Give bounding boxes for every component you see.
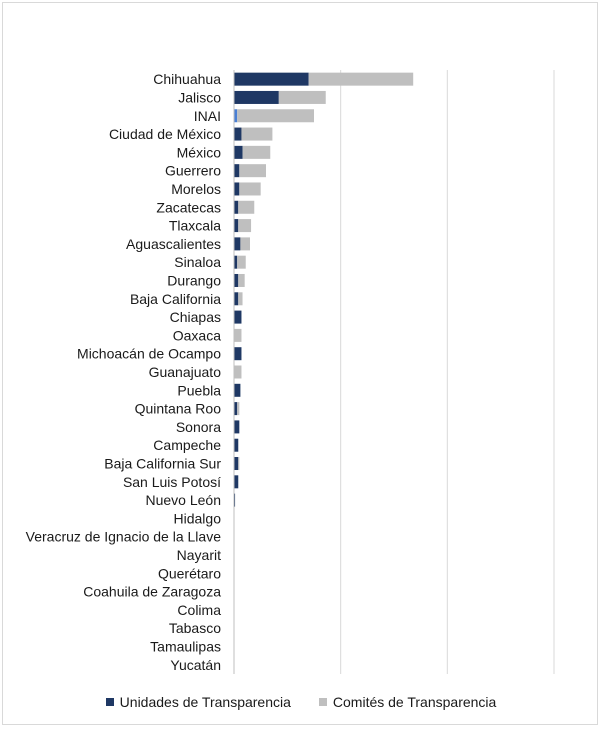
category-label: Quintana Roo: [135, 401, 222, 417]
bar-comites: [278, 90, 326, 104]
category-label: Sonora: [176, 419, 221, 435]
bar-comites: [237, 109, 314, 123]
category-label: Chiapas: [170, 309, 221, 325]
category-label: Oaxaca: [173, 327, 221, 343]
category-label: INAI: [194, 108, 221, 124]
bar-unidades: [234, 347, 242, 361]
legend-label-unidades: Unidades de Transparencia: [119, 694, 291, 710]
bar-unidades: [234, 273, 239, 287]
legend-item-unidades: Unidades de Transparencia: [105, 694, 291, 710]
category-label: Campeche: [153, 437, 221, 453]
bar-unidades: [234, 438, 239, 452]
bar-unidades: [234, 475, 239, 489]
category-label: Baja California: [130, 291, 221, 307]
bar-comites: [240, 237, 250, 251]
bar-comites: [234, 328, 242, 342]
bar-comites: [238, 457, 240, 471]
legend-item-comites: Comités de Transparencia: [318, 694, 497, 710]
category-label: Morelos: [171, 181, 221, 197]
category-label: Nayarit: [177, 547, 221, 563]
category-label: Veracruz de Ignacio de la Llave: [26, 529, 222, 545]
bar-comites: [241, 127, 273, 141]
bar-unidades: [234, 255, 238, 269]
bar-unidades: [234, 109, 238, 123]
category-label: Durango: [167, 272, 221, 288]
bars: [234, 72, 414, 507]
category-label: San Luis Potosí: [123, 474, 221, 490]
bar-unidades: [234, 420, 240, 434]
category-label: Aguascalientes: [126, 236, 221, 252]
bar-unidades: [234, 237, 241, 251]
bar-unidades: [234, 402, 238, 416]
bar-comites: [237, 402, 240, 416]
category-label: Guerrero: [165, 163, 221, 179]
bar-unidades: [234, 292, 239, 306]
bar-comites: [239, 164, 266, 178]
bar-unidades: [234, 383, 241, 397]
category-label: Guanajuato: [149, 364, 222, 380]
category-label: Nuevo León: [145, 492, 221, 508]
bar-unidades: [234, 72, 309, 86]
bar-unidades: [234, 493, 236, 507]
category-labels: Chihuahua Jalisco INAI Ciudad de México Méxi…: [26, 71, 222, 673]
category-label: Tlaxcala: [169, 218, 221, 234]
category-label: Puebla: [177, 382, 221, 398]
bar-comites: [238, 219, 252, 233]
bar-comites: [234, 365, 242, 379]
gridlines: [340, 70, 555, 674]
category-label: Zacatecas: [156, 199, 221, 215]
category-label: Chihuahua: [153, 71, 221, 87]
category-label: Jalisco: [178, 89, 221, 105]
category-label: Tamaulipas: [150, 639, 221, 655]
category-label: Sinaloa: [174, 254, 221, 270]
category-label: México: [177, 144, 222, 160]
legend-swatch-unidades: [105, 698, 114, 706]
bar-unidades: [234, 200, 239, 214]
bar-comites: [238, 292, 243, 306]
category-label: Baja California Sur: [104, 456, 221, 472]
bar-unidades: [234, 457, 239, 471]
category-label: Colima: [177, 602, 221, 618]
bar-comites: [239, 182, 261, 196]
bar-unidades: [234, 127, 242, 141]
category-label: Hidalgo: [174, 510, 222, 526]
bar-unidades: [234, 90, 279, 104]
category-label: Coahuila de Zaragoza: [83, 584, 221, 600]
category-label: Michoacán de Ocampo: [77, 346, 221, 362]
bar-unidades: [234, 182, 240, 196]
bar-unidades: [234, 219, 239, 233]
category-label: Yucatán: [170, 657, 221, 673]
bar-comites: [238, 273, 245, 287]
legend-label-comites: Comités de Transparencia: [332, 694, 497, 710]
bar-unidades: [234, 164, 240, 178]
bar-comites: [237, 255, 246, 269]
legend-swatch-comites: [318, 698, 327, 706]
legend: Unidades de Transparencia Comités de Tra…: [0, 694, 602, 710]
category-label: Ciudad de México: [109, 126, 221, 142]
bar-comites: [242, 145, 271, 159]
bar-unidades: [234, 145, 243, 159]
bar-comites: [308, 72, 414, 86]
bar-comites: [238, 200, 255, 214]
category-label: Querétaro: [158, 565, 221, 581]
category-label: Tabasco: [169, 620, 221, 636]
bar-unidades: [234, 310, 242, 324]
